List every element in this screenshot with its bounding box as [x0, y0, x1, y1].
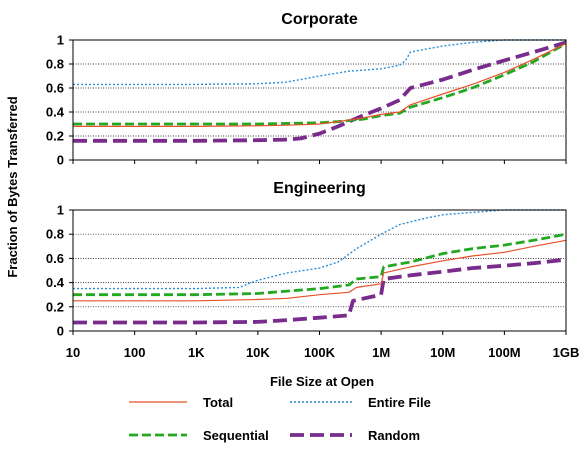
- series-group-corporate: [73, 39, 567, 143]
- series-line-total: [73, 239, 567, 302]
- plot-frame-corporate: [72, 39, 567, 161]
- legend-item-sequential: Sequential: [129, 428, 269, 443]
- x-tick-label: 10: [66, 345, 80, 360]
- y-tick-label: 0.8: [46, 57, 64, 72]
- y-tick-label: 1: [57, 203, 64, 218]
- legend-item-total: Total: [129, 395, 233, 410]
- x-tick-labels: 10 100 1K 10K 100K 1M 10M 100M 1GB: [66, 345, 580, 360]
- legend-label-entire-file: Entire File: [368, 395, 431, 410]
- x-tick-label: 10M: [430, 345, 455, 360]
- series-line-entire-file: [73, 39, 566, 86]
- panel-title-corporate: Corporate: [281, 11, 358, 28]
- y-tick-label: 0.2: [46, 299, 64, 314]
- series-line-sequential: [73, 232, 567, 297]
- legend-label-sequential: Sequential: [203, 428, 269, 443]
- series-group-engineering: [73, 209, 567, 325]
- panels: Corporate 0 0.2 0.4 0.6 0.8 1 Engineering 0 0.2 0.…: [46, 11, 579, 360]
- gridlines-corporate: [73, 63, 566, 137]
- y-axis-label: Fraction of Bytes Transferred: [5, 96, 20, 277]
- gridlines-engineering: [73, 233, 566, 308]
- y-tick-label: 0.8: [46, 227, 64, 242]
- x-tick-label: 1GB: [553, 345, 580, 360]
- legend: Total Entire File Sequential Random: [129, 395, 431, 443]
- x-axis-label: File Size at Open: [270, 374, 374, 389]
- series-line-random: [73, 40, 567, 143]
- y-tick-label: 0.2: [46, 129, 64, 144]
- legend-item-random: Random: [290, 428, 420, 443]
- y-tick-label: 0: [57, 153, 64, 168]
- y-tick-label: 0.4: [46, 105, 65, 120]
- y-tick-label: 1: [57, 33, 64, 48]
- legend-label-random: Random: [368, 428, 420, 443]
- legend-label-total: Total: [203, 395, 233, 410]
- panel-title-engineering: Engineering: [273, 180, 365, 197]
- legend-item-entire-file: Entire File: [290, 395, 431, 410]
- y-tick-label: 0.6: [46, 251, 64, 266]
- series-line-entire-file: [73, 209, 566, 290]
- plot-frame-engineering: [72, 209, 567, 332]
- x-tick-label: 100K: [304, 345, 336, 360]
- y-tick-label: 0.4: [46, 275, 65, 290]
- y-tick-label: 0.6: [46, 81, 64, 96]
- panel-engineering: Engineering 0 0.2 0.4 0.6 0.8 1: [46, 180, 567, 339]
- x-tick-label: 1K: [188, 345, 205, 360]
- y-tick-label: 0: [57, 324, 64, 339]
- x-tick-label: 1M: [372, 345, 390, 360]
- panel-corporate: Corporate 0 0.2 0.4 0.6 0.8 1: [46, 11, 567, 168]
- x-tick-label: 100: [124, 345, 146, 360]
- series-line-total: [73, 43, 567, 127]
- x-tick-label: 100M: [488, 345, 521, 360]
- x-tick-label: 10K: [246, 345, 270, 360]
- series-line-random: [73, 257, 567, 325]
